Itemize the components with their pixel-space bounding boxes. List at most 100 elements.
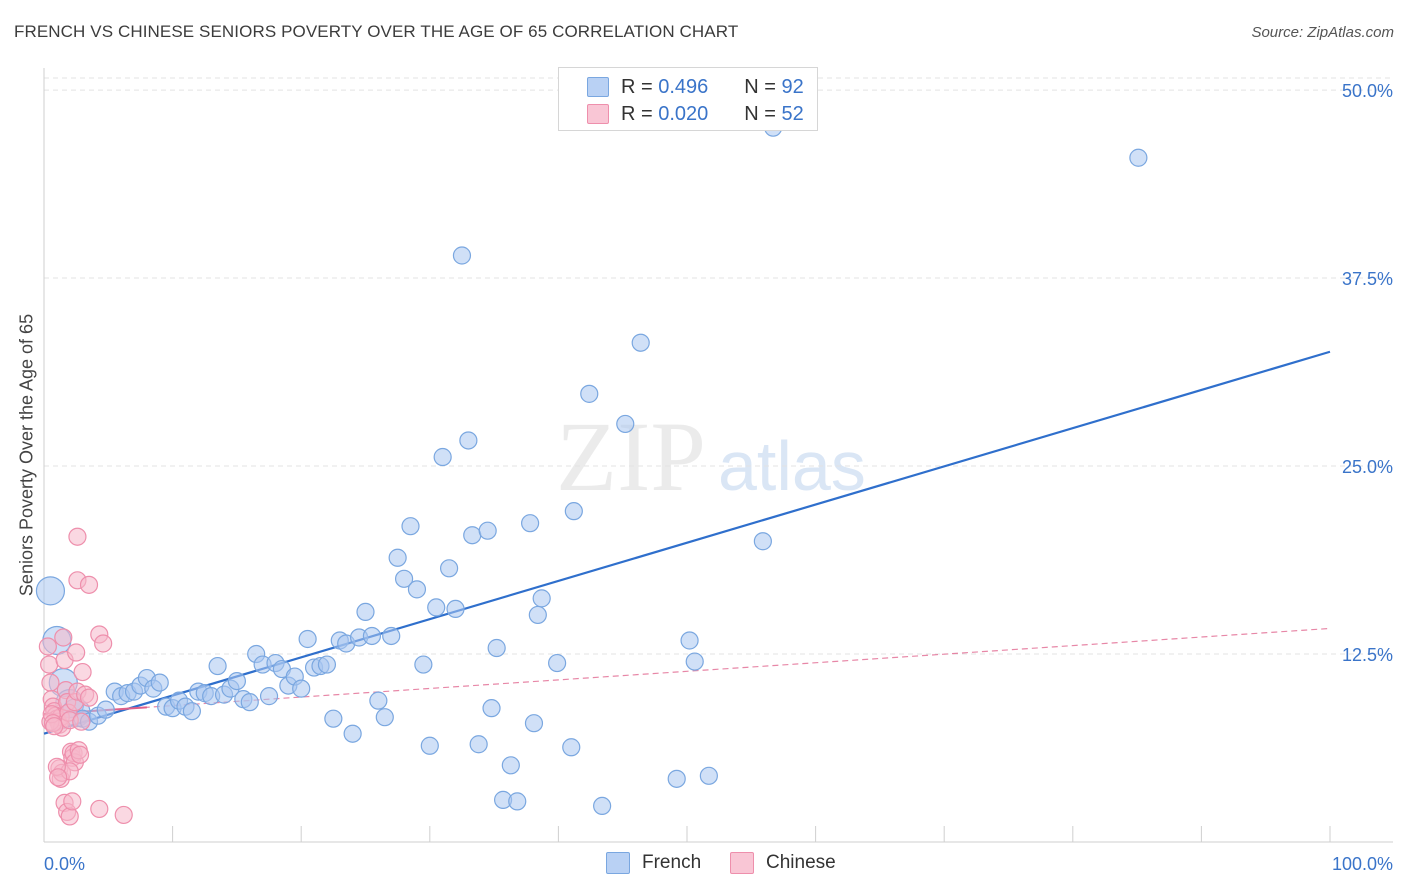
french-n-value: 92 bbox=[781, 75, 804, 98]
y-tick-label: 25.0% bbox=[1342, 457, 1393, 477]
french-point bbox=[667, 769, 686, 788]
french-point bbox=[753, 532, 772, 551]
french-point bbox=[685, 652, 704, 671]
french-point bbox=[564, 502, 583, 521]
chinese-point bbox=[60, 807, 79, 826]
french-point bbox=[487, 638, 506, 658]
french-point bbox=[324, 709, 343, 728]
bottom-legend-french: French bbox=[606, 852, 701, 874]
chinese-point bbox=[67, 643, 86, 662]
french-point bbox=[508, 792, 527, 811]
french-point bbox=[96, 700, 115, 719]
french-point bbox=[298, 629, 317, 649]
chart-title: FRENCH VS CHINESE SENIORS POVERTY OVER T… bbox=[14, 22, 739, 41]
french-point bbox=[317, 655, 337, 674]
french-point bbox=[463, 526, 482, 545]
y-tick-label: 12.5% bbox=[1342, 645, 1393, 665]
french-point bbox=[452, 246, 472, 265]
french-point bbox=[521, 514, 540, 533]
x-tick-label-max: 100.0% bbox=[1332, 854, 1393, 874]
french-n-label: N = bbox=[744, 75, 776, 98]
french-point bbox=[478, 521, 497, 540]
french-point bbox=[35, 576, 66, 606]
bottom-chinese-label: Chinese bbox=[766, 852, 836, 873]
chinese-point bbox=[38, 637, 57, 656]
french-point bbox=[616, 414, 635, 434]
french-point bbox=[150, 673, 169, 692]
french-point bbox=[631, 333, 650, 352]
french-point bbox=[524, 714, 544, 733]
bottom-chinese-swatch bbox=[730, 852, 754, 874]
french-point bbox=[356, 602, 375, 622]
chinese-r-value: 0.020 bbox=[658, 102, 709, 125]
chinese-r-label: R = bbox=[621, 102, 653, 125]
y-tick-label: 37.5% bbox=[1342, 269, 1393, 289]
french-point bbox=[548, 653, 567, 673]
legend-row-french: R = 0.496 N = 92 bbox=[587, 75, 804, 99]
french-point bbox=[469, 735, 488, 754]
chinese-point bbox=[90, 799, 109, 819]
french-point bbox=[593, 796, 612, 816]
french-swatch bbox=[587, 77, 609, 97]
french-point bbox=[562, 738, 581, 757]
y-tick-label: 50.0% bbox=[1342, 81, 1393, 101]
french-point bbox=[680, 631, 699, 650]
chinese-n-label: N = bbox=[744, 102, 776, 125]
chinese-point bbox=[40, 655, 59, 674]
french-point bbox=[446, 599, 465, 619]
bottom-french-swatch bbox=[606, 852, 630, 874]
french-point bbox=[240, 693, 259, 712]
french-point bbox=[259, 687, 279, 706]
chinese-point bbox=[73, 662, 92, 682]
french-point bbox=[388, 548, 407, 567]
legend-row-chinese: R = 0.020 N = 52 bbox=[587, 102, 804, 126]
french-r-value: 0.496 bbox=[658, 75, 709, 98]
chinese-point bbox=[79, 688, 99, 707]
x-tick-label-min: 0.0% bbox=[44, 854, 85, 874]
french-point bbox=[433, 447, 452, 467]
french-point bbox=[369, 691, 388, 710]
french-point bbox=[699, 766, 718, 785]
french-point bbox=[532, 589, 551, 608]
french-point bbox=[414, 655, 433, 674]
french-point bbox=[459, 431, 478, 450]
french-point bbox=[528, 605, 547, 625]
bottom-french-label: French bbox=[642, 852, 702, 873]
chinese-point bbox=[45, 717, 64, 736]
y-tick-labels: 12.5% 25.0% 37.5% 50.0% bbox=[1342, 81, 1393, 665]
french-point bbox=[401, 517, 420, 536]
chinese-point bbox=[49, 768, 68, 787]
chinese-point bbox=[63, 792, 82, 811]
chinese-point bbox=[114, 805, 133, 825]
french-point bbox=[182, 702, 201, 721]
chinese-point bbox=[79, 575, 99, 594]
french-point bbox=[1129, 148, 1148, 167]
chinese-point bbox=[72, 712, 91, 731]
source-credit: Source: ZipAtlas.com bbox=[1251, 24, 1394, 41]
chinese-point bbox=[68, 527, 87, 546]
bottom-legend-chinese: Chinese bbox=[730, 852, 836, 874]
french-point bbox=[375, 708, 394, 727]
french-r-label: R = bbox=[621, 75, 653, 98]
chinese-point bbox=[94, 634, 113, 653]
french-point bbox=[343, 724, 362, 743]
chinese-point bbox=[70, 745, 90, 764]
french-point bbox=[439, 559, 459, 578]
correlation-legend: R = 0.496 N = 92 R = 0.020 N = 52 bbox=[558, 67, 818, 131]
french-point bbox=[580, 384, 599, 403]
french-point bbox=[227, 671, 246, 691]
data-points bbox=[35, 118, 1148, 826]
french-point bbox=[382, 626, 401, 646]
french-point bbox=[482, 699, 501, 718]
chinese-point bbox=[41, 673, 60, 692]
watermark: ZIP atlas bbox=[556, 401, 866, 512]
french-point bbox=[407, 580, 427, 599]
french-point bbox=[501, 756, 520, 775]
french-point bbox=[394, 569, 414, 588]
french-point bbox=[427, 598, 446, 617]
french-point bbox=[420, 736, 439, 755]
gridlines bbox=[44, 77, 1393, 655]
french-point bbox=[208, 656, 227, 676]
french-point bbox=[362, 626, 382, 646]
